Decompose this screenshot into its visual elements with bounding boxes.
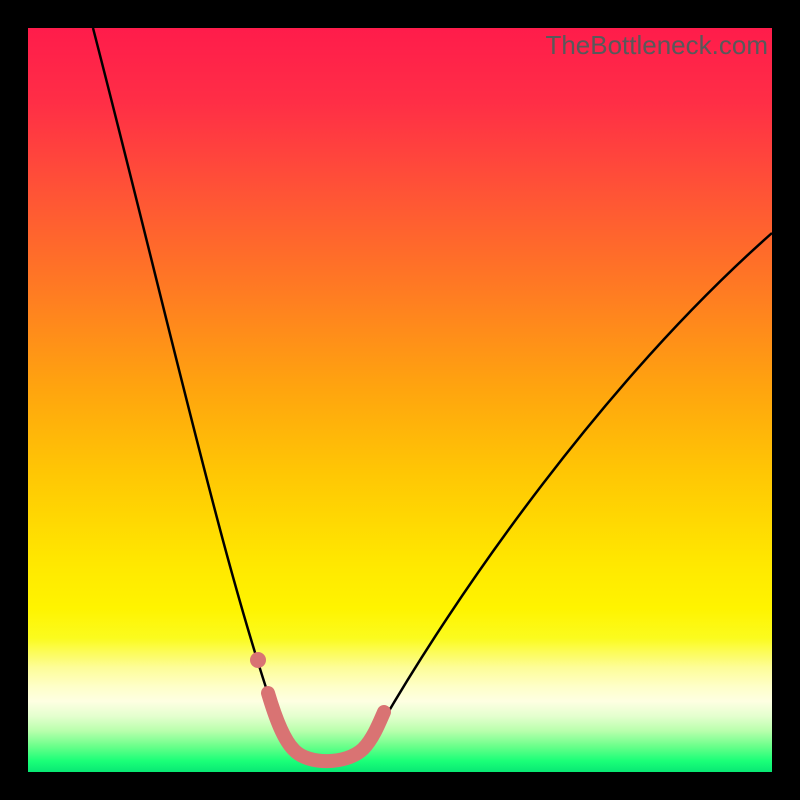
chart-frame: TheBottleneck.com [0, 0, 800, 800]
highlight-marker [250, 652, 384, 761]
bottleneck-curve [93, 28, 772, 762]
highlight-trough [268, 693, 384, 761]
watermark-text: TheBottleneck.com [545, 30, 768, 61]
highlight-dot [250, 652, 266, 668]
curve-layer [28, 28, 772, 772]
plot-area [28, 28, 772, 772]
